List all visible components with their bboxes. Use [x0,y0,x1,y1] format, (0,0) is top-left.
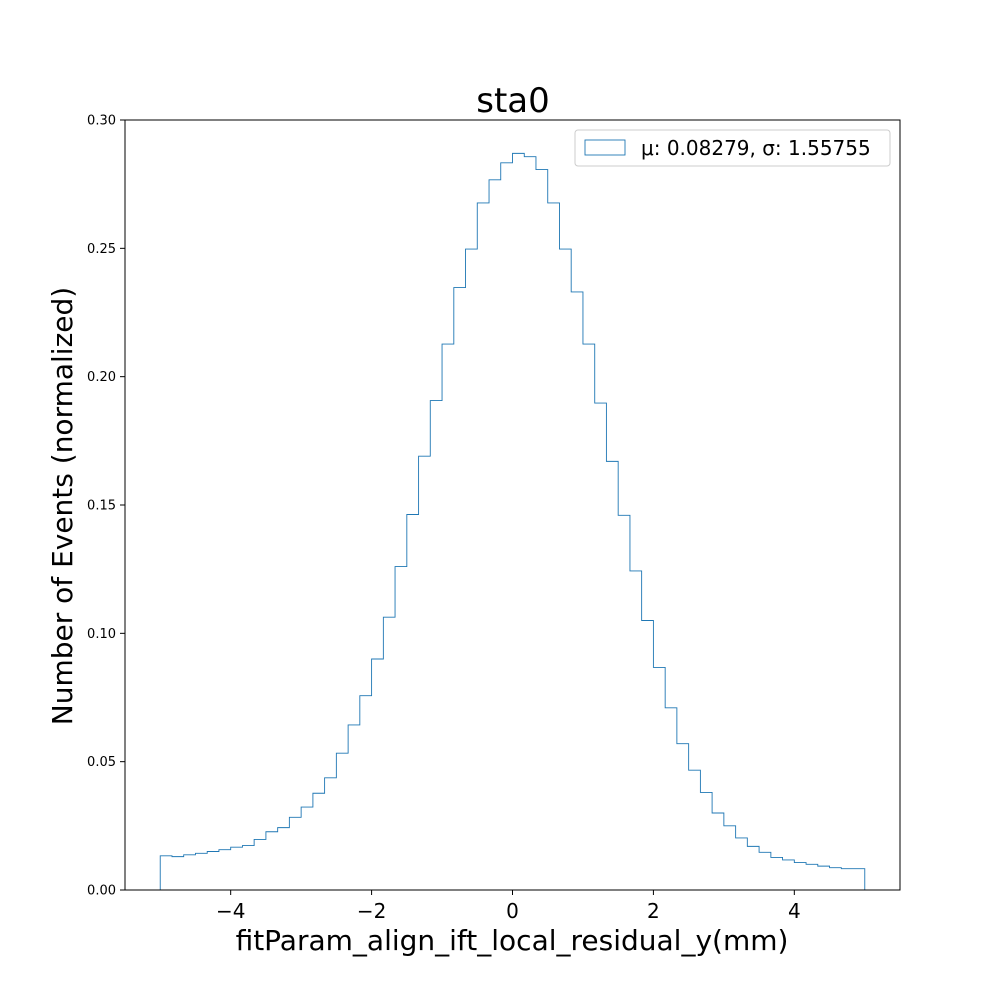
y-tick-label: 0.10 [87,627,116,642]
y-tick-label: 0.15 [87,499,116,514]
x-tick-label: 2 [647,899,660,923]
histogram-step-line [159,152,866,890]
y-tick-label: 0.00 [87,884,116,899]
x-tick-label: −2 [357,899,386,923]
plot-frame [124,119,901,891]
legend-swatch [584,139,626,156]
chart-title: sta0 [476,81,550,121]
x-axis-label: fitParam_align_ift_local_residual_y(mm) [236,924,789,957]
y-axis: 0.00 0.05 0.10 0.15 0.20 0.25 0.30 [87,114,125,899]
legend-frame [574,129,891,167]
y-tick-label: 0.05 [87,755,116,770]
plot-area [125,120,900,890]
x-axis: −4 −2 0 2 4 [216,890,801,923]
legend-label: μ: 0.08279, σ: 1.55755 [641,136,871,160]
y-axis-label: Number of Events (normalized) [46,287,79,725]
y-tick-label: 0.25 [87,242,116,257]
y-tick-label: 0.20 [87,370,116,385]
y-tick-label: 0.30 [87,114,116,129]
x-tick-label: −4 [216,899,245,923]
legend: μ: 0.08279, σ: 1.55755 [574,129,891,167]
x-tick-label: 0 [506,899,519,923]
x-tick-label: 4 [788,899,801,923]
